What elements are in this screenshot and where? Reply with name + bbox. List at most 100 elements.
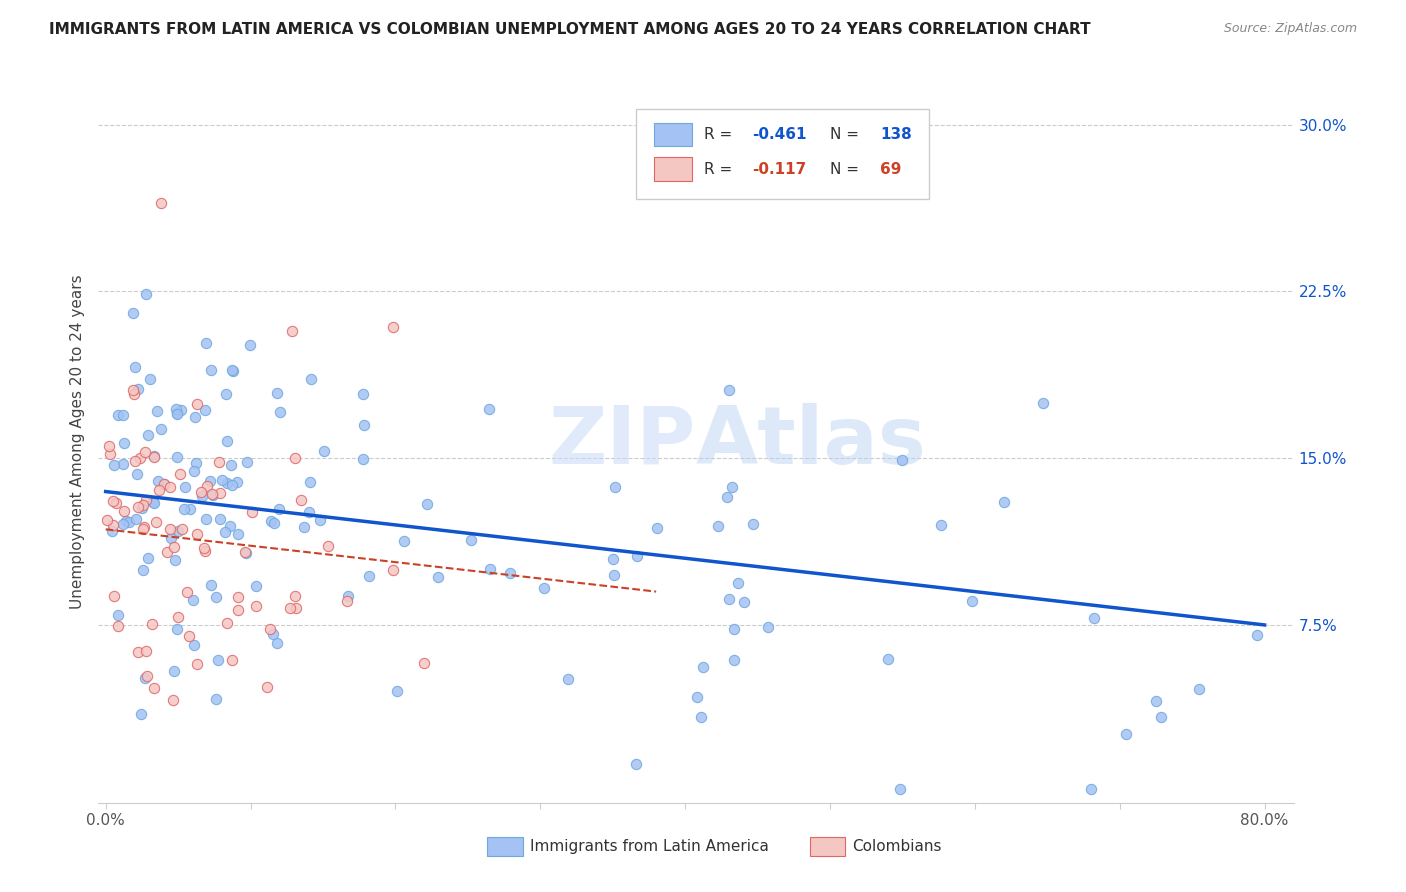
Point	[195, 479, 218, 493]
Text: Atlas: Atlas	[696, 402, 927, 481]
Point	[891, 453, 914, 467]
Point	[292, 520, 315, 534]
Point	[318, 539, 340, 553]
Point	[208, 455, 231, 469]
Point	[112, 504, 135, 518]
FancyBboxPatch shape	[810, 838, 845, 855]
Point	[312, 444, 335, 458]
Point	[127, 500, 149, 515]
Point	[138, 550, 160, 565]
Point	[125, 512, 148, 526]
Point	[134, 445, 156, 459]
Point	[1032, 396, 1054, 410]
Text: N =: N =	[830, 161, 863, 177]
Point	[163, 664, 186, 678]
Text: Colombians: Colombians	[852, 838, 942, 854]
Point	[131, 563, 153, 577]
Point	[603, 568, 626, 582]
Point	[217, 475, 239, 490]
Point	[127, 382, 149, 396]
Point	[239, 338, 262, 352]
Point	[415, 497, 437, 511]
Point	[195, 336, 218, 351]
Point	[149, 195, 172, 210]
Y-axis label: Unemployment Among Ages 20 to 24 years: Unemployment Among Ages 20 to 24 years	[69, 274, 84, 609]
Point	[101, 494, 124, 508]
Point	[245, 599, 267, 613]
Point	[191, 489, 214, 503]
Point	[1080, 782, 1102, 797]
Point	[478, 402, 501, 417]
Point	[97, 439, 120, 453]
Point	[141, 617, 163, 632]
Point	[186, 527, 208, 541]
Point	[960, 594, 983, 608]
Point	[183, 464, 205, 478]
Point	[211, 473, 233, 487]
Point	[733, 595, 755, 609]
Point	[214, 525, 236, 540]
Point	[309, 513, 332, 527]
Point	[135, 669, 157, 683]
Point	[107, 618, 129, 632]
Point	[135, 644, 157, 658]
Point	[259, 622, 281, 636]
Point	[1115, 727, 1137, 741]
Point	[201, 486, 224, 500]
Point	[183, 638, 205, 652]
Point	[122, 383, 145, 397]
Text: N =: N =	[830, 127, 863, 142]
Point	[337, 589, 360, 603]
Point	[533, 582, 555, 596]
Point	[127, 644, 149, 658]
Point	[233, 545, 256, 559]
Point	[226, 475, 249, 490]
Point	[152, 477, 174, 491]
Point	[115, 514, 138, 528]
Point	[1144, 693, 1167, 707]
Point	[1188, 682, 1211, 697]
Point	[153, 477, 176, 491]
Point	[174, 480, 197, 494]
Point	[184, 409, 207, 424]
Point	[143, 496, 166, 510]
Text: 69: 69	[880, 161, 901, 177]
Point	[190, 485, 212, 500]
Point	[145, 515, 167, 529]
Point	[256, 680, 278, 694]
Text: R =: R =	[704, 127, 738, 142]
Point	[179, 629, 201, 643]
Text: Immigrants from Latin America: Immigrants from Latin America	[530, 838, 769, 854]
Point	[162, 692, 184, 706]
Point	[353, 418, 375, 433]
Point	[602, 552, 624, 566]
Point	[336, 594, 359, 608]
Text: Source: ZipAtlas.com: Source: ZipAtlas.com	[1223, 22, 1357, 36]
Point	[166, 407, 188, 421]
Point	[159, 532, 181, 546]
Point	[100, 524, 122, 538]
FancyBboxPatch shape	[654, 122, 692, 146]
Point	[205, 692, 228, 706]
Point	[284, 589, 307, 603]
Point	[143, 681, 166, 695]
Point	[290, 492, 312, 507]
Point	[111, 517, 134, 532]
Point	[96, 513, 118, 527]
Point	[107, 607, 129, 622]
Point	[186, 657, 208, 671]
Point	[267, 502, 290, 516]
Point	[281, 324, 304, 338]
Point	[124, 454, 146, 468]
Point	[103, 458, 125, 472]
Text: 138: 138	[880, 127, 911, 142]
Point	[269, 405, 291, 419]
Point	[221, 478, 243, 492]
Point	[129, 707, 152, 722]
Point	[200, 578, 222, 592]
Point	[148, 483, 170, 498]
Point	[382, 563, 405, 577]
Point	[166, 450, 188, 464]
Point	[166, 524, 188, 539]
Point	[105, 496, 128, 510]
